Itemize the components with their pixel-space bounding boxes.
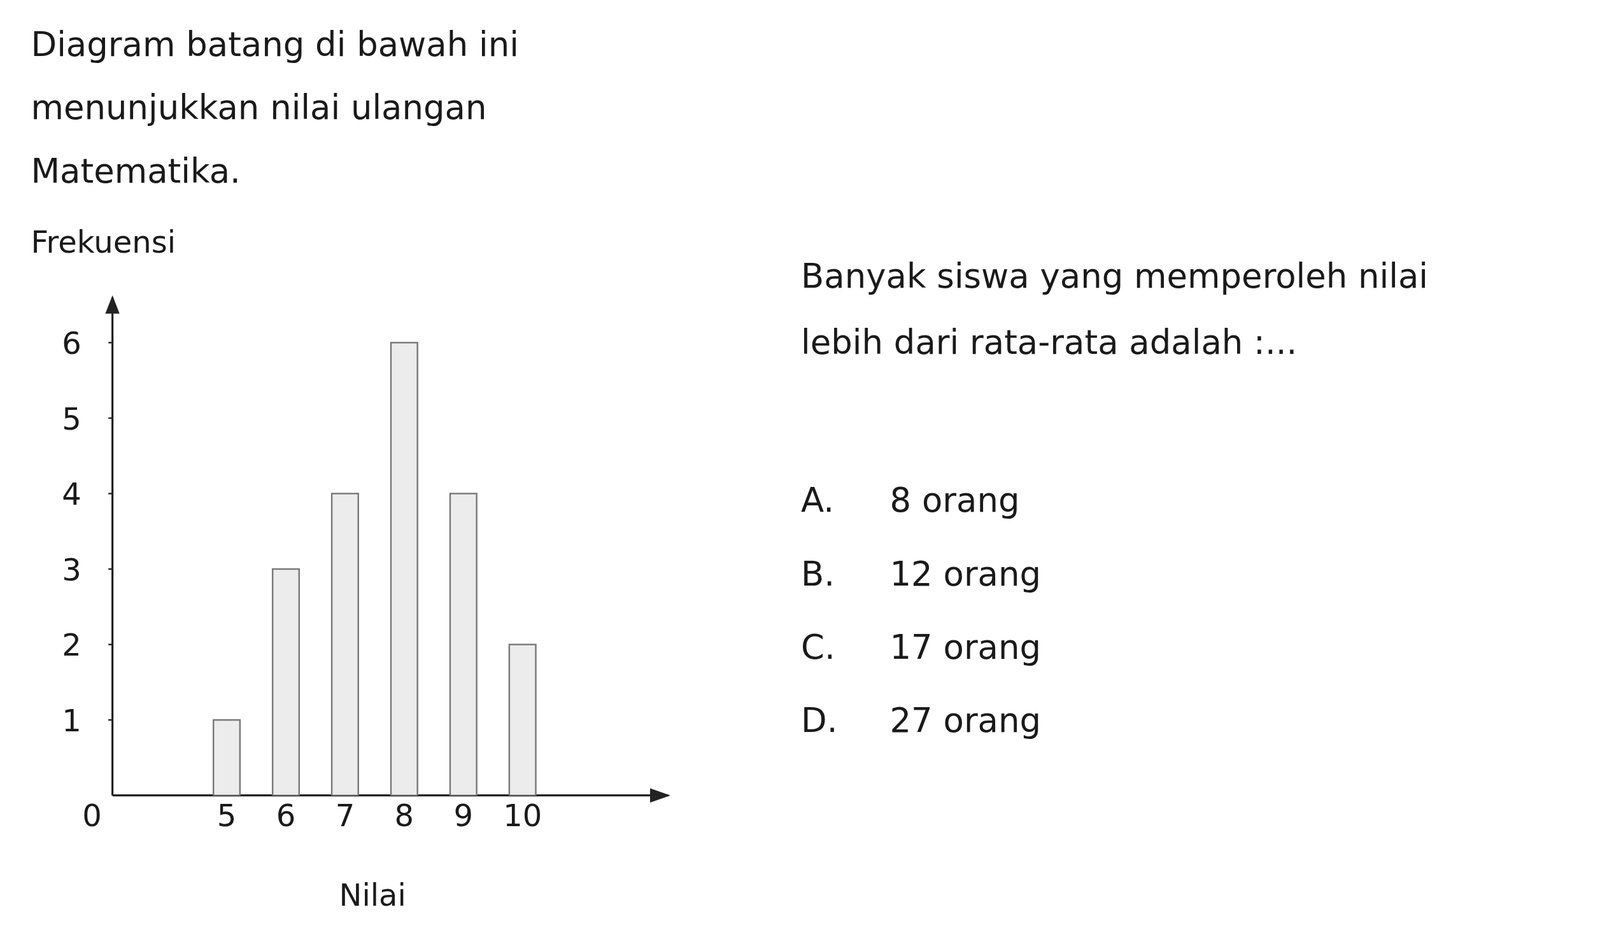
bar <box>213 720 241 796</box>
x-tick-label: 10 <box>502 797 542 834</box>
option-letter: A. <box>800 480 835 520</box>
y-tick-label: 4 <box>61 476 82 512</box>
bar <box>450 493 477 796</box>
y-tick-label: 1 <box>61 702 82 739</box>
x-tick-label: 7 <box>335 797 356 834</box>
option-text: 27 orang <box>889 700 1041 740</box>
y-tick-label: 3 <box>61 552 82 588</box>
bars <box>213 342 536 796</box>
intro-line: Matematika. <box>30 151 241 191</box>
bar <box>509 644 537 796</box>
option-text: 17 orang <box>889 627 1041 667</box>
option-letter: C. <box>800 627 836 667</box>
y-tick-label: 2 <box>61 627 82 663</box>
option-letter: D. <box>800 700 838 740</box>
x-axis-arrow <box>650 788 671 803</box>
y-tick <box>108 643 113 645</box>
page: Diagram batang di bawah ini menunjukkan n… <box>0 0 1600 928</box>
question-line: lebih dari rata-rata adalah :... <box>800 322 1297 362</box>
bar <box>331 493 359 796</box>
x-tick-label: 6 <box>276 797 297 834</box>
x-tick-label: 8 <box>394 797 415 834</box>
intro-line: menunjukkan nilai ulangan <box>30 87 487 127</box>
question-line: Banyak siswa yang memperoleh nilai <box>800 256 1429 296</box>
x-tick-label: 5 <box>217 797 237 834</box>
y-tick <box>108 417 113 419</box>
y-tick-label: 5 <box>61 401 82 437</box>
bar <box>272 569 300 796</box>
bar <box>390 342 418 796</box>
y-tick-label: 6 <box>61 325 82 362</box>
x-axis-label: Nilai <box>338 877 406 914</box>
x-tick-label: 9 <box>453 797 474 834</box>
y-tick <box>108 719 113 721</box>
y-tick <box>108 492 113 495</box>
y-tick-label: 0 <box>82 797 102 834</box>
option-text: 12 orang <box>889 554 1041 594</box>
option-text: 8 orang <box>889 480 1020 520</box>
option-letter: B. <box>800 554 835 594</box>
y-axis-label: Frekuensi <box>30 224 176 260</box>
y-tick <box>108 341 113 344</box>
intro-line: Diagram batang di bawah ini <box>30 24 519 64</box>
y-tick <box>108 568 113 570</box>
y-axis-arrow <box>105 295 120 314</box>
